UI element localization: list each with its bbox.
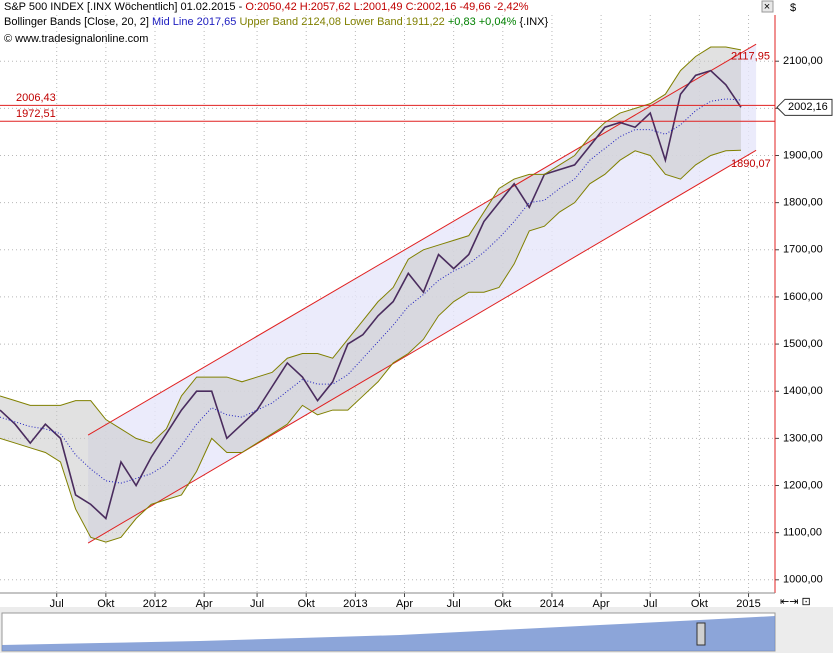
- scroll-arrows[interactable]: ⇤⇥ ⊡: [780, 596, 811, 608]
- title: S&P 500 INDEX [.INX Wöchentlich] 01.02.2…: [4, 1, 243, 13]
- change-text: +0,83 +0,04%: [448, 16, 517, 28]
- legend-upper: Upper Band: [239, 16, 298, 28]
- legend-lower-value: 1911,22: [406, 16, 445, 28]
- currency-icon: $: [790, 2, 796, 14]
- y-tick-label: 1200,00: [783, 479, 823, 491]
- navigator-area: [2, 616, 775, 651]
- y-tick-label: 1700,00: [783, 244, 823, 256]
- band-line: [0, 149, 741, 543]
- close-button[interactable]: [761, 0, 774, 13]
- x-tick-label: Jul: [447, 598, 461, 610]
- y-tick-label: 2100,00: [783, 55, 823, 67]
- x-tick-label: 2012: [143, 598, 167, 610]
- symbol: {.INX}: [519, 16, 548, 28]
- hline-label: 1972,51: [16, 108, 56, 120]
- header-line-1: S&P 500 INDEX [.INX Wöchentlich] 01.02.2…: [4, 1, 529, 13]
- x-tick-label: Apr: [593, 598, 610, 610]
- x-tick-label: Apr: [396, 598, 413, 610]
- x-tick-label: 2014: [540, 598, 564, 610]
- x-tick-label: Okt: [97, 598, 114, 610]
- y-tick-label: 1000,00: [783, 574, 823, 586]
- y-tick-label: 1400,00: [783, 385, 823, 397]
- x-tick-label: Jul: [643, 598, 657, 610]
- x-tick-label: Apr: [196, 598, 213, 610]
- plot-area: [0, 15, 775, 593]
- channel-line: [87, 149, 757, 544]
- y-tick-label: 1300,00: [783, 432, 823, 444]
- x-tick-label: 2015: [736, 598, 760, 610]
- legend-upper-value: 2124,08: [301, 16, 341, 28]
- channel-label: 2117,95: [731, 51, 770, 63]
- band-line: [0, 46, 742, 444]
- close-icon[interactable]: ×: [764, 1, 770, 13]
- hline-label: 2006,43: [16, 92, 56, 104]
- x-tick-label: Jul: [250, 598, 264, 610]
- x-tick-label: 2013: [343, 598, 367, 610]
- channel-line: [87, 43, 757, 436]
- legend-mid: Mid Line: [152, 16, 194, 28]
- y-tick-label: 1500,00: [783, 338, 823, 350]
- ohlc-text: O:2050,42 H:2057,62 L:2001,49 C:2002,16 …: [245, 1, 528, 13]
- x-tick-label: Jul: [50, 598, 64, 610]
- y-tick-label: 1800,00: [783, 197, 823, 209]
- price-line: [0, 69, 742, 521]
- last-price-label: 2002,16: [788, 101, 828, 113]
- source: © www.tradesignalonline.com: [4, 33, 148, 45]
- y-tick-label: 1600,00: [783, 291, 823, 303]
- navigator-handle[interactable]: [696, 622, 706, 646]
- legend-mid-value: 2017,65: [197, 16, 237, 28]
- last-price-tag: [776, 98, 833, 116]
- x-tick-label: Okt: [691, 598, 708, 610]
- legend-lower: Lower Band: [344, 16, 403, 28]
- y-tick-label: 1100,00: [783, 527, 822, 539]
- header-line-2: Bollinger Bands [Close, 20, 2] Mid Line …: [4, 16, 549, 28]
- y-tick-label: 1900,00: [783, 149, 823, 161]
- x-tick-label: Okt: [298, 598, 315, 610]
- header-line-3: © www.tradesignalonline.com: [4, 33, 148, 45]
- indicator: Bollinger Bands [Close, 20, 2]: [4, 16, 149, 28]
- x-tick-label: Okt: [494, 598, 511, 610]
- channel-label: 1890,07: [731, 158, 771, 170]
